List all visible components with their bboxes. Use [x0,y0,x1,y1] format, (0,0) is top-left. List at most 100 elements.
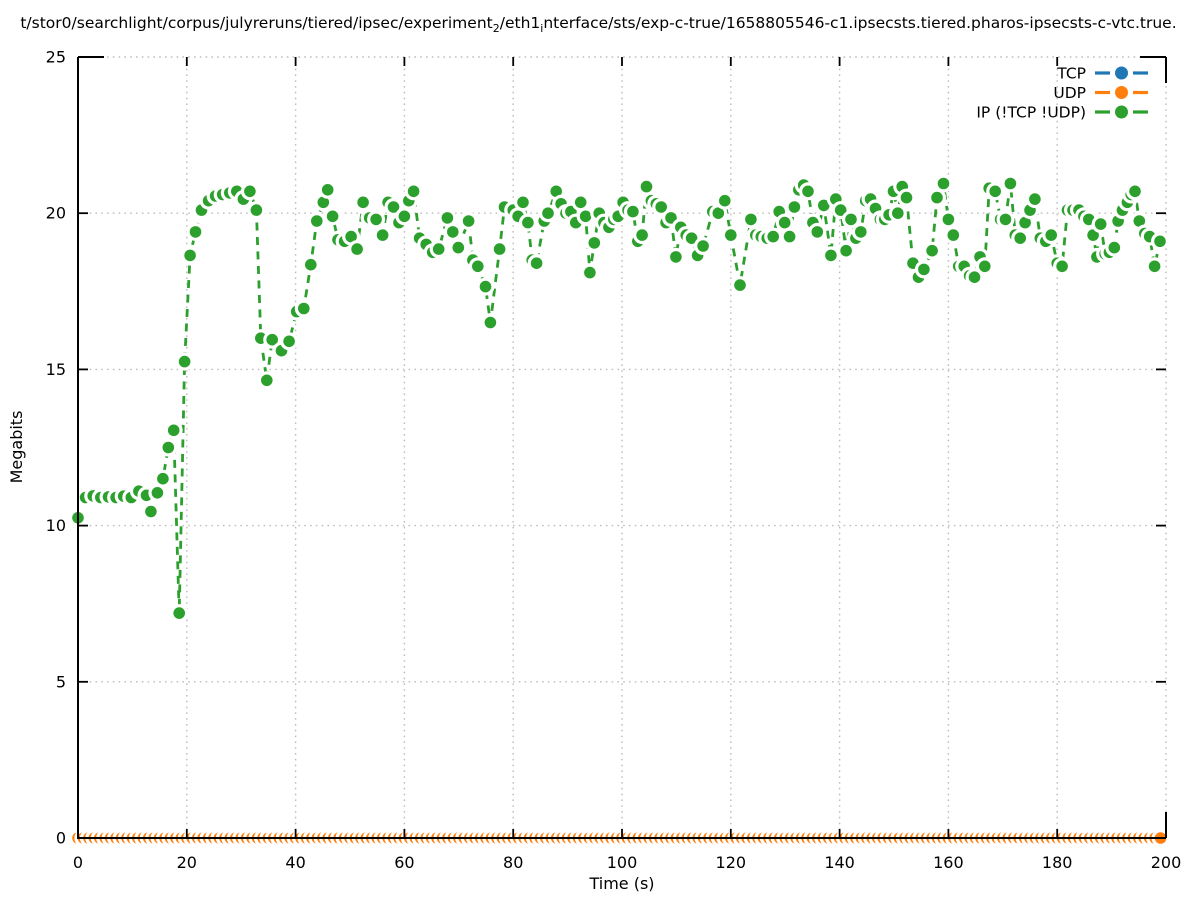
y-axis-label: Megabits [7,411,26,484]
data-point-ip [918,263,930,276]
data-point-ip [472,260,484,273]
data-point-ip [151,487,164,499]
data-point-ip [734,279,746,291]
data-point-ip [298,302,310,315]
data-point-ip [1004,177,1017,190]
data-point-ip [542,207,554,219]
title-subscript-1: 2 [492,22,500,36]
data-point-ip [825,249,837,262]
data-point-ip [266,333,279,346]
series-markers-ip [69,174,1169,623]
data-point-ip [178,355,191,368]
data-point-ip [892,207,904,219]
data-point-ip [802,185,814,198]
data-point-ip [574,196,587,209]
data-point-ip [432,243,445,255]
data-point-ip [1129,185,1141,198]
data-point-ip [1087,229,1099,241]
data-point-ip [530,257,543,270]
data-point-ip [968,271,981,284]
x-tick-label: 0 [73,853,83,872]
data-point-ip [376,229,389,241]
data-point-ip [441,212,454,224]
data-point-ip [357,196,369,209]
data-point-ip [818,199,830,212]
data-point-ip [811,226,824,238]
data-point-ip [942,213,955,226]
series-ip [69,174,1169,623]
data-point-ip [484,316,497,329]
data-point-ip [670,251,682,263]
data-point-ip [462,215,475,227]
data-point-ip [407,185,420,198]
data-point-ip [712,207,725,219]
data-point-ip [937,177,950,190]
title-part-3: nterface/sts/exp-c-true/1658805546-c1.ip… [543,14,1177,32]
chart-title: t/stor0/searchlight/corpus/julyreruns/ti… [0,13,1197,39]
data-point-ip [173,607,185,619]
y-tick-label: 25 [46,48,66,67]
data-point-ip [979,260,991,273]
legend-marker-ip [1115,105,1128,119]
data-point-ip [1045,229,1057,241]
axis-ticks [77,56,1167,839]
data-point-ip [517,196,529,209]
x-tick-label: 40 [285,853,305,872]
data-point-ip [834,204,847,216]
legend-entry-tcp: TCP [1056,65,1148,83]
series-line-ip [76,178,1162,614]
data-point-ip [244,185,256,198]
data-point-ip [926,244,938,257]
legend-marker-tcp [1115,66,1128,80]
title-part-1: t/stor0/searchlight/corpus/julyreruns/ti… [20,14,493,32]
data-point-ip [1083,213,1095,226]
data-point-ip [655,201,667,213]
data-point-ip [479,280,492,293]
data-point-ip [345,230,357,243]
title-subscript-2: i [540,22,544,36]
data-point-ip [640,180,653,193]
x-tick-label: 80 [503,853,523,872]
data-point-ip [999,213,1012,226]
legend-marker-udp [1115,86,1128,99]
data-point-ip [522,216,534,229]
data-point-ip [1133,215,1146,227]
data-point-ip [157,472,169,485]
legend-label-tcp: TCP [1056,65,1086,83]
data-point-ip [1094,218,1107,230]
data-point-ip [900,191,913,204]
data-point-ip [370,213,382,226]
data-point-ip [162,441,175,454]
x-tick-label: 100 [607,853,638,872]
x-tick-label: 160 [933,853,964,872]
x-tick-label: 60 [394,853,414,872]
data-point-ip [745,213,757,226]
y-tick-label: 0 [56,829,66,848]
legend-entry-udp: UDP [1053,84,1148,102]
x-axis-label: Time (s) [588,874,654,893]
data-point-ip [588,237,601,249]
data-point-ip [636,229,648,241]
data-point-ip [947,229,960,241]
data-point-ip [783,230,796,243]
data-point-ip [493,243,506,255]
x-tick-label: 20 [177,853,197,872]
data-point-ip [452,241,465,254]
data-point-ip [788,201,801,213]
data-point-ip [250,204,263,216]
data-point-ip [167,424,180,437]
data-point-ip [1154,235,1166,248]
data-point-ip [1108,241,1121,254]
data-point-ip [184,249,196,262]
x-tick-label: 200 [1151,853,1182,872]
data-point-ip [685,232,698,244]
y-tick-label: 5 [56,672,66,691]
data-point-ip [778,216,791,229]
data-point-ip [261,374,273,387]
data-point-ip [1019,216,1031,229]
legend-label-udp: UDP [1053,84,1086,102]
data-point-ip [145,505,157,518]
data-point-ip [387,201,400,213]
